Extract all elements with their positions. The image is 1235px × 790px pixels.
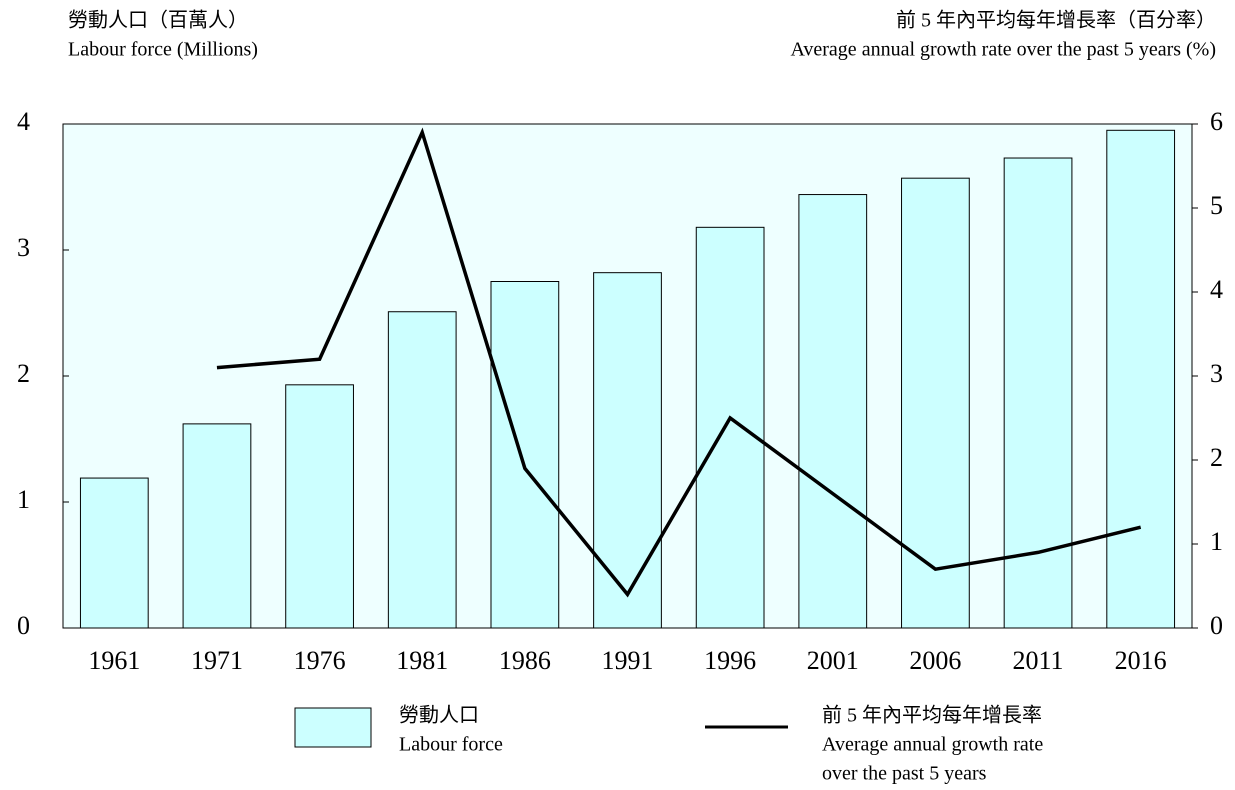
y2-tick-label: 5: [1210, 191, 1223, 220]
y2-tick-label: 3: [1210, 359, 1223, 388]
y-tick-label: 2: [17, 359, 30, 388]
y2-tick-label: 4: [1210, 275, 1223, 304]
x-tick-label: 1976: [294, 646, 346, 675]
legend-label: Average annual growth rate: [822, 734, 1043, 756]
y-tick-label: 4: [17, 107, 30, 136]
x-tick-label: 2001: [807, 646, 859, 675]
x-tick-label: 1971: [191, 646, 243, 675]
bar: [901, 177, 970, 629]
y-axis-title: Labour force (Millions): [68, 39, 258, 61]
line: [216, 127, 1142, 598]
bar: [182, 423, 252, 629]
bar: [695, 226, 765, 629]
bar: [490, 281, 560, 629]
legend-swatch: [294, 707, 372, 748]
y2-axis-title: Average annual growth rate over the past…: [790, 39, 1216, 61]
x-tick-label: 2006: [909, 646, 961, 675]
x-tick-label: 1986: [499, 646, 551, 675]
x-tick-label: 1981: [396, 646, 448, 675]
legend-label: 前 5 年內平均每年增長率: [822, 704, 1042, 727]
x-tick-label: 1961: [88, 646, 140, 675]
bar: [285, 384, 354, 629]
y-tick-label: 3: [17, 233, 30, 262]
y-tick-label: 0: [17, 611, 30, 640]
bar: [1003, 157, 1073, 629]
bar: [1106, 129, 1176, 629]
y-axis-title: 勞動人口（百萬人）: [68, 9, 248, 32]
x-tick-label: 2011: [1013, 646, 1064, 675]
x-tick-label: 2016: [1115, 646, 1167, 675]
bar: [593, 272, 662, 629]
y2-tick-label: 6: [1210, 107, 1223, 136]
legend-label: over the past 5 years: [822, 763, 987, 785]
bar: [79, 477, 149, 629]
y2-tick-label: 1: [1210, 527, 1223, 556]
bar: [798, 194, 868, 629]
y2-axis-title: 前 5 年內平均每年增長率（百分率）: [896, 9, 1216, 32]
legend-label: 勞動人口: [399, 704, 479, 727]
x-tick-label: 1996: [704, 646, 756, 675]
y2-tick-label: 0: [1210, 611, 1223, 640]
y2-tick-label: 2: [1210, 443, 1223, 472]
bar: [387, 311, 457, 629]
y-tick-label: 1: [17, 485, 30, 514]
x-tick-label: 1991: [602, 646, 654, 675]
legend-label: Labour force: [399, 734, 503, 756]
